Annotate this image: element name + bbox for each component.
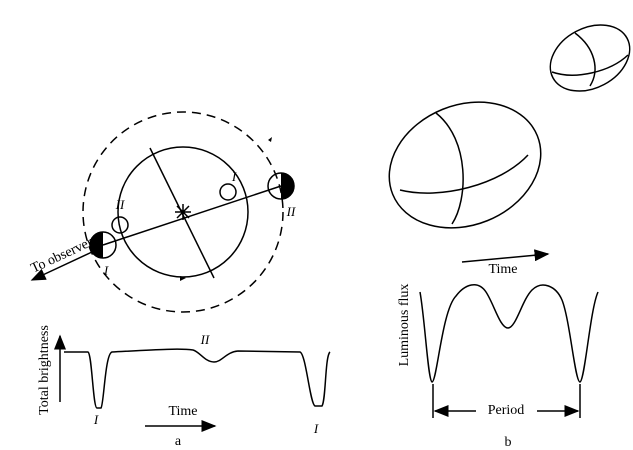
large-star — [370, 80, 560, 250]
time-arrow — [462, 254, 548, 262]
ellipsoids: Time — [370, 12, 633, 277]
label: Period — [488, 403, 525, 418]
axis-label: Luminous flux — [397, 284, 412, 367]
outer-star-ii-shadow — [281, 173, 294, 199]
orbit-diagram: To observer II I I II — [29, 112, 296, 312]
line-of-centers — [103, 186, 281, 245]
axis-label: Time — [168, 404, 197, 419]
axis-label: Total brightness — [37, 325, 52, 415]
figure: To observer II I I II Total brightness I… — [0, 0, 633, 450]
caption: b — [505, 435, 512, 450]
label: I — [231, 169, 237, 184]
small-star — [539, 12, 633, 104]
light-curve-a: Total brightness II I I Time a — [37, 325, 330, 449]
label: I — [103, 263, 109, 278]
small-star-meridian — [575, 33, 595, 86]
page: To observer II I I II Total brightness I… — [0, 0, 633, 450]
label: I — [93, 412, 99, 427]
label: II — [200, 332, 210, 347]
center — [175, 204, 191, 220]
curve — [420, 285, 598, 382]
small-star-equator — [552, 55, 628, 75]
label: II — [115, 197, 125, 212]
light-curve-b: Period Luminous flux b — [397, 284, 598, 450]
label: Time — [488, 262, 517, 277]
large-star-meridian — [436, 113, 463, 224]
large-star-equator — [400, 155, 528, 193]
curve — [64, 349, 330, 408]
label: II — [286, 204, 296, 219]
inner-star-i — [220, 184, 236, 200]
orbit-arrows — [180, 137, 272, 281]
caption: a — [175, 434, 182, 449]
label: I — [313, 421, 319, 436]
